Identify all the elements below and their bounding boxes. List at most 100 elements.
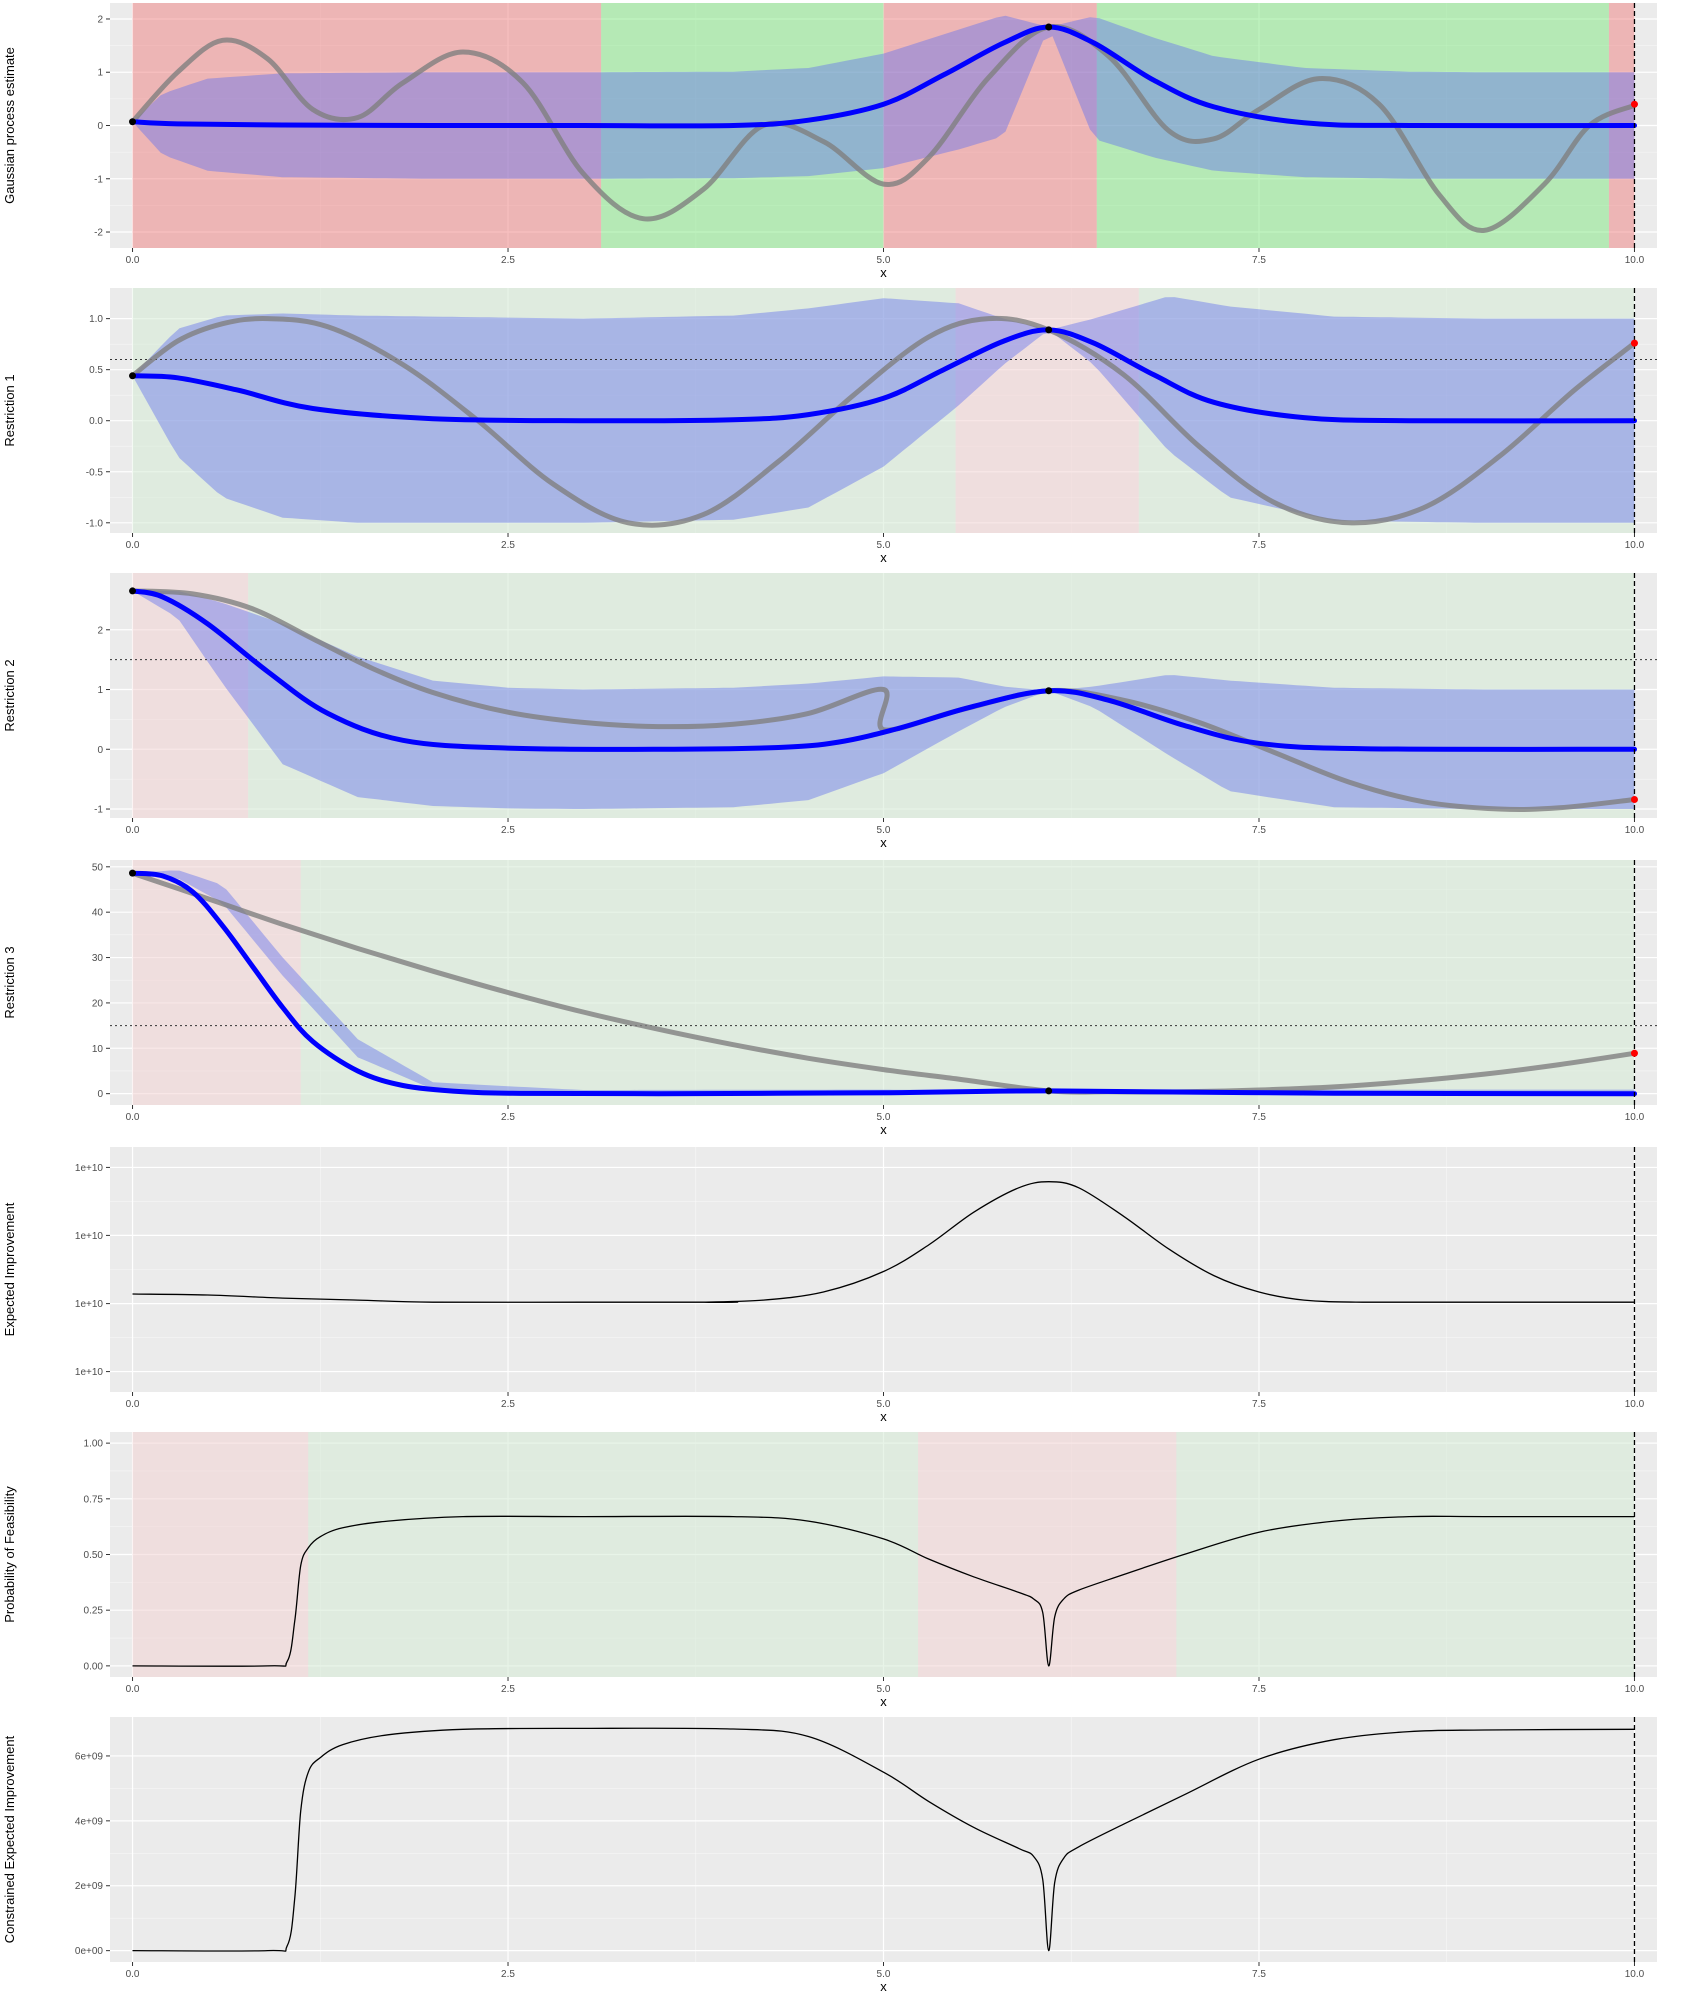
y-tick-label: 0.25 bbox=[84, 1606, 104, 1617]
y-tick-label: 1.00 bbox=[84, 1439, 104, 1450]
y-tick-label: 0.5 bbox=[89, 365, 103, 376]
x-axis-title: x bbox=[880, 835, 887, 850]
x-tick-label: 10.0 bbox=[1625, 1399, 1645, 1410]
x-tick-label: 5.0 bbox=[877, 825, 891, 836]
x-tick-label: 0.0 bbox=[126, 1112, 140, 1123]
gp-mean-line bbox=[130, 24, 1637, 129]
x-tick-label: 5.0 bbox=[877, 1684, 891, 1695]
panel-r3: 0 10 20 30 40 50 0.0 2.5 5.0 7.5 10.0 x Restriction … bbox=[2, 860, 1657, 1137]
proposed-point bbox=[1630, 795, 1638, 803]
y-tick-label: 1e+10 bbox=[75, 1299, 104, 1310]
y-tick-label: -1.0 bbox=[86, 518, 104, 529]
x-axis-title: x bbox=[880, 1979, 887, 1994]
panel-gp: -2 -1 0 1 2 0.0 2.5 5.0 7.5 10.0 x Gaussian process… bbox=[2, 3, 1657, 280]
true-function-line bbox=[130, 588, 1637, 812]
y-tick-label: -0.5 bbox=[86, 467, 104, 478]
y-axis-title: Gaussian process estimate bbox=[2, 47, 17, 204]
y-tick-label: 10 bbox=[92, 1044, 104, 1055]
x-tick-label: 7.5 bbox=[1252, 1112, 1266, 1123]
x-tick-label: 7.5 bbox=[1252, 1399, 1266, 1410]
x-axis-title: x bbox=[880, 265, 887, 280]
true-function-line bbox=[130, 23, 1637, 233]
y-tick-label: 0.75 bbox=[84, 1494, 104, 1505]
y-tick-label: 1.0 bbox=[89, 314, 103, 325]
true-function-line bbox=[130, 315, 1637, 528]
x-tick-label: 10.0 bbox=[1625, 1969, 1645, 1980]
y-tick-label: -1 bbox=[94, 805, 103, 816]
observed-point bbox=[129, 118, 137, 126]
x-tick-label: 2.5 bbox=[501, 1399, 515, 1410]
x-tick-label: 0.0 bbox=[126, 825, 140, 836]
feasible-region bbox=[248, 573, 1635, 818]
panel-r1: -1.0 -0.5 0.0 0.5 1.0 0.0 2.5 5.0 7.5 10.0 x Restri… bbox=[2, 288, 1657, 565]
feasible-region bbox=[308, 1432, 919, 1677]
x-tick-label: 2.5 bbox=[501, 255, 515, 266]
observed-point bbox=[129, 869, 137, 877]
y-tick-label: 30 bbox=[92, 953, 104, 964]
observed-point bbox=[1045, 687, 1053, 695]
y-tick-label: 40 bbox=[92, 908, 104, 919]
x-tick-label: 7.5 bbox=[1252, 255, 1266, 266]
y-tick-label: 20 bbox=[92, 998, 104, 1009]
acquisition-curve bbox=[132, 1727, 1635, 1952]
y-tick-label: 0.50 bbox=[84, 1550, 104, 1561]
confidence-band bbox=[132, 590, 1635, 809]
x-tick-label: 2.5 bbox=[501, 1969, 515, 1980]
x-tick-label: 5.0 bbox=[877, 255, 891, 266]
y-axis-title: Restriction 3 bbox=[2, 946, 17, 1018]
infeasible-region bbox=[883, 3, 1097, 248]
x-axis-title: x bbox=[880, 1122, 887, 1137]
acquisition-curve bbox=[132, 1181, 1635, 1303]
y-tick-label: 0 bbox=[97, 1089, 103, 1100]
x-tick-label: 0.0 bbox=[126, 1399, 140, 1410]
true-function-line bbox=[130, 870, 1637, 1095]
confidence-band bbox=[132, 15, 1635, 179]
x-tick-label: 0.0 bbox=[126, 540, 140, 551]
x-tick-label: 2.5 bbox=[501, 1684, 515, 1695]
observed-point bbox=[1045, 23, 1053, 31]
panel-ei: 1e+10 1e+10 1e+10 1e+10 0.0 2.5 5.0 7.5 10.0 x Exp… bbox=[2, 1147, 1657, 1424]
observed-point bbox=[129, 372, 137, 380]
x-tick-label: 7.5 bbox=[1252, 1969, 1266, 1980]
x-tick-label: 5.0 bbox=[877, 1969, 891, 1980]
x-tick-label: 2.5 bbox=[501, 825, 515, 836]
confidence-band bbox=[132, 297, 1635, 523]
infeasible-region bbox=[132, 1432, 309, 1677]
x-axis-title: x bbox=[880, 1694, 887, 1709]
y-tick-label: 2 bbox=[97, 14, 103, 25]
x-tick-label: 7.5 bbox=[1252, 1684, 1266, 1695]
y-axis-title: Restriction 2 bbox=[2, 659, 17, 731]
x-tick-label: 10.0 bbox=[1625, 825, 1645, 836]
x-tick-label: 10.0 bbox=[1625, 1684, 1645, 1695]
y-tick-label: -1 bbox=[94, 174, 103, 185]
y-tick-label: 6e+09 bbox=[75, 1751, 104, 1762]
acquisition-curve bbox=[132, 1515, 1635, 1667]
x-tick-label: 5.0 bbox=[877, 540, 891, 551]
x-tick-label: 2.5 bbox=[501, 1112, 515, 1123]
x-tick-label: 0.0 bbox=[126, 1684, 140, 1695]
proposed-point bbox=[1630, 100, 1638, 108]
y-axis-title: Restriction 1 bbox=[2, 374, 17, 446]
y-tick-label: 1e+10 bbox=[75, 1367, 104, 1378]
y-tick-label: 2e+09 bbox=[75, 1881, 104, 1892]
y-tick-label: 50 bbox=[92, 862, 104, 873]
observed-point bbox=[1045, 326, 1053, 334]
x-tick-label: 10.0 bbox=[1625, 255, 1645, 266]
y-tick-label: 1 bbox=[97, 685, 103, 696]
feasible-region bbox=[300, 860, 1635, 1105]
x-axis-title: x bbox=[880, 1409, 887, 1424]
y-tick-label: 0.00 bbox=[84, 1661, 104, 1672]
observed-point bbox=[129, 587, 137, 595]
y-tick-label: 1e+10 bbox=[75, 1163, 104, 1174]
x-axis-title: x bbox=[880, 550, 887, 565]
y-axis-title: Expected Improvement bbox=[2, 1202, 17, 1336]
gp-mean-line bbox=[130, 327, 1637, 424]
feasible-region bbox=[1176, 1432, 1635, 1677]
y-tick-label: -2 bbox=[94, 228, 103, 239]
x-tick-label: 0.0 bbox=[126, 1969, 140, 1980]
proposed-point bbox=[1630, 339, 1638, 347]
panel-r2: -1 0 1 2 0.0 2.5 5.0 7.5 10.0 x Restriction 2 bbox=[2, 573, 1657, 850]
x-tick-label: 2.5 bbox=[501, 540, 515, 551]
x-tick-label: 5.0 bbox=[877, 1112, 891, 1123]
